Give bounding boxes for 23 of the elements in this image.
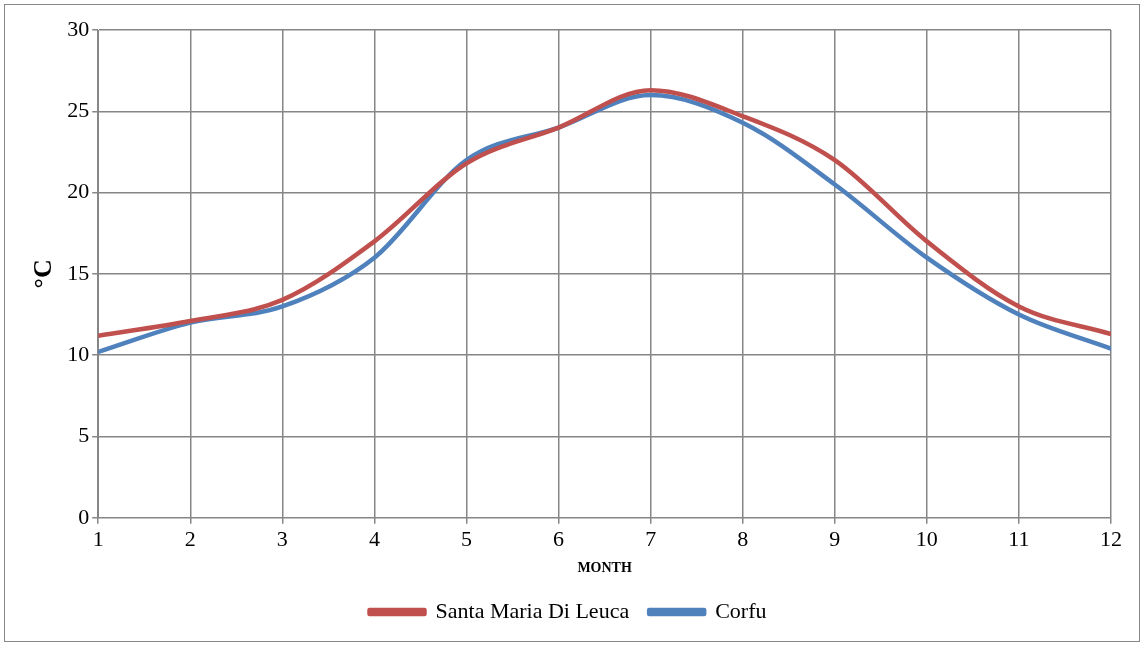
y-axis-title: °C bbox=[28, 259, 58, 289]
y-tick-label: 30 bbox=[67, 15, 90, 41]
y-tick-label: 20 bbox=[67, 178, 90, 204]
x-axis-title: MONTH bbox=[577, 560, 632, 576]
x-tick-label: 11 bbox=[1008, 525, 1030, 551]
y-tick-label: 15 bbox=[67, 259, 90, 285]
y-tick-label: 25 bbox=[67, 97, 90, 123]
x-tick-label: 2 bbox=[184, 525, 196, 551]
x-tick-label: 7 bbox=[645, 525, 657, 551]
x-tick-label: 8 bbox=[737, 525, 749, 551]
y-tick-label: 5 bbox=[78, 422, 90, 448]
x-tick-label: 10 bbox=[915, 525, 938, 551]
x-tick-label: 6 bbox=[553, 525, 565, 551]
legend-label: Santa Maria Di Leuca bbox=[435, 597, 630, 623]
y-tick-label: 10 bbox=[67, 340, 90, 366]
legend-label: Corfu bbox=[715, 597, 767, 623]
x-tick-label: 4 bbox=[368, 525, 380, 551]
x-tick-label: 5 bbox=[460, 525, 472, 551]
x-tick-label: 12 bbox=[1100, 525, 1122, 551]
y-tick-label: 0 bbox=[78, 503, 90, 529]
x-tick-label: 9 bbox=[829, 525, 841, 551]
x-tick-label: 3 bbox=[276, 525, 288, 551]
x-tick-label: 1 bbox=[92, 525, 104, 551]
